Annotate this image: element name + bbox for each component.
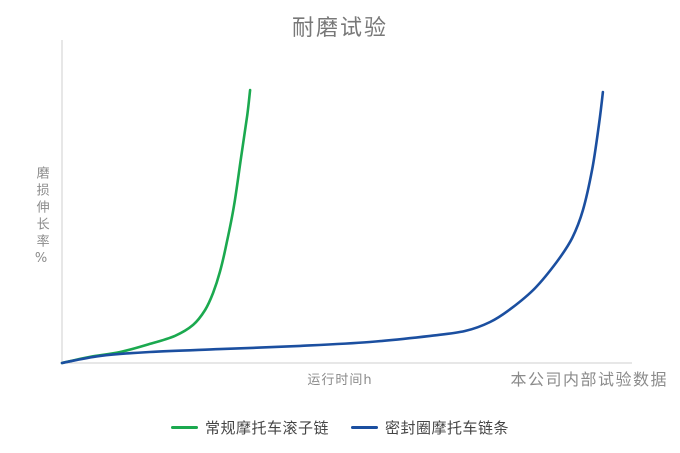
blue-line-swatch xyxy=(351,425,378,430)
y-axis-label: 磨损伸长率% xyxy=(33,166,49,270)
series-line xyxy=(60,88,252,365)
x-axis-label: 运行时间h xyxy=(307,373,373,388)
legend-label: 常规摩托车滚子链 xyxy=(204,419,329,437)
chart-title: 耐磨试验 xyxy=(291,16,388,41)
legend-label: 密封圈摩托车链条 xyxy=(385,419,510,437)
series-line xyxy=(60,90,605,365)
legend-item-sealed-ring-chain[interactable]: 密封圈摩托车链条 xyxy=(351,417,509,438)
series-group xyxy=(60,88,605,365)
legend: 常规摩托车滚子链 密封圈摩托车链条 xyxy=(0,417,680,438)
data-source-annotation: 本公司内部试验数据 xyxy=(510,370,668,389)
green-line-swatch xyxy=(170,425,198,430)
plot-area xyxy=(60,40,632,365)
legend-item-regular-roller-chain[interactable]: 常规摩托车滚子链 xyxy=(170,417,329,438)
